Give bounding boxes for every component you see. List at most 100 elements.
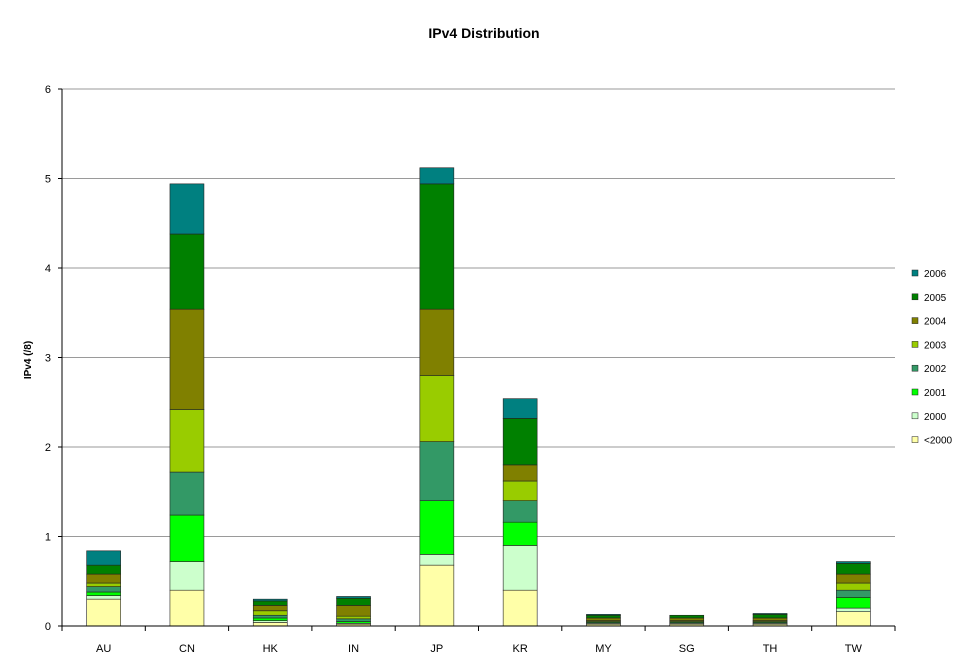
x-tick-label: TH [763,643,778,655]
bar-segment-cn-4 [169,409,205,473]
bar-segment-jp-2 [419,500,455,555]
bar-segment-jp-6 [419,183,455,310]
bar-segment-hk-7 [252,598,288,602]
bar-segment-my-6 [586,614,621,619]
legend-label: 2005 [924,293,947,304]
y-tick-label: 2 [45,442,51,454]
bar-segment-cn-3 [169,471,205,516]
x-tick-label: HK [263,643,279,655]
bars [86,167,871,627]
x-tick-label: AU [96,643,111,655]
bar-segment-au-4 [86,582,121,587]
x-tick-label: KR [513,643,528,655]
legend-swatch [911,293,919,301]
y-tick-label: 6 [45,84,51,96]
bar-segment-au-1 [86,595,121,600]
legend: 2006 2005 2004 2003 2002 2001 2000 <2000 [911,269,953,447]
bar-segment-kr-7 [502,398,538,419]
bar-segment-tw-0 [836,611,871,627]
legend-label: 2006 [924,269,947,280]
y-tick-label: 0 [45,621,51,633]
bar-segment-kr-2 [502,521,538,546]
bar-segment-sg-5 [669,617,705,621]
bar-segment-my-5 [586,617,621,621]
bar-segment-in-5 [336,605,371,617]
bar-segment-cn-7 [169,183,205,235]
x-tick-label: JP [430,643,443,655]
legend-swatch [911,269,919,277]
bar-segment-hk-5 [252,605,288,612]
bar-segment-cn-2 [169,514,205,562]
legend-label: 2001 [924,388,947,399]
bar-segment-sg-6 [669,614,705,619]
bar-segment-jp-3 [419,441,455,502]
bar-segment-jp-4 [419,375,455,442]
legend-label: 2002 [924,364,947,375]
y-tick-label: 5 [45,174,51,186]
y-tick-labels: 0 1 2 3 4 5 6 [45,84,62,633]
legend-label: 2004 [924,317,947,328]
bar-segment-jp-1 [419,554,455,566]
bar-segment-tw-2 [836,597,871,609]
y-tick-label: 1 [45,532,51,544]
bar-segment-au-7 [86,550,121,566]
bar-segment-tw-1 [836,607,871,612]
bar-segment-tw-3 [836,589,871,598]
bar-segment-kr-5 [502,464,538,482]
y-tick-label: 4 [45,263,51,275]
bar-segment-hk-6 [252,600,288,606]
chart-title: IPv4 Distribution [428,25,539,41]
legend-swatch [911,364,919,372]
legend-label: 2000 [924,412,947,423]
x-tick-labels: AU CN HK IN JP KR MY SG TH TW [61,626,896,655]
bar-segment-au-3 [86,586,121,593]
x-tick-label: SG [679,643,695,655]
bar-segment-th-6 [752,614,788,619]
bar-segment-tw-4 [836,582,871,591]
bar-segment-th-5 [752,617,788,621]
bar-segment-cn-5 [169,308,205,410]
bar-segment-hk-0 [252,622,288,627]
bar-segment-tw-6 [836,563,871,575]
bar-segment-in-3 [336,618,371,622]
bar-segment-jp-0 [419,564,455,627]
bar-segment-jp-7 [419,167,455,185]
bar-segment-in-4 [336,615,371,620]
bar-segment-cn-1 [169,561,205,591]
x-tick-label: IN [348,643,359,655]
bar-segment-au-0 [86,598,121,627]
bar-segment-hk-3 [252,614,288,619]
legend-label: 2003 [924,340,947,351]
bar-segment-th-7 [752,613,788,615]
bar-segment-au-6 [86,564,121,575]
bar-segment-au-2 [86,591,121,596]
y-tick-label: 3 [45,353,51,365]
bar-segment-my-7 [586,614,621,616]
bar-segment-hk-4 [252,610,288,616]
x-tick-label: CN [179,643,195,655]
bar-segment-au-5 [86,573,121,584]
bar-segment-jp-5 [419,308,455,376]
bar-segment-cn-6 [169,233,205,310]
bar-segment-tw-7 [836,561,871,564]
bar-segment-cn-0 [169,589,205,627]
bar-segment-kr-1 [502,545,538,591]
legend-swatch [911,436,919,443]
bar-segment-hk-2 [252,617,288,621]
legend-swatch [911,388,919,396]
legend-swatch [911,341,919,348]
bar-segment-kr-4 [502,480,538,502]
x-tick-label: MY [595,643,612,655]
legend-swatch [911,317,919,324]
legend-label: <2000 [924,436,953,447]
bar-segment-kr-3 [502,500,538,523]
bar-segment-tw-5 [836,573,871,584]
legend-swatch [911,412,919,420]
bar-segment-kr-6 [502,418,538,466]
y-axis-label: IPv4 (/8) [23,341,34,379]
bar-segment-in-7 [336,596,371,599]
bar-segment-kr-0 [502,589,538,627]
x-tick-label: TW [845,643,863,655]
bar-segment-in-6 [336,597,371,606]
